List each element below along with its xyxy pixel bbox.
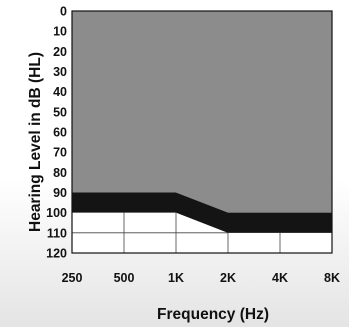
- y-axis-title: Hearing Level in dB (HL): [27, 52, 44, 232]
- x-axis-title: Frequency (Hz): [157, 306, 269, 323]
- y-axis-ticks: 0 10 20 30 40 50 60 70 80 90 100 110 120: [46, 5, 67, 261]
- y-tick-label: 110: [47, 226, 67, 240]
- plot-area: [71, 10, 333, 254]
- x-tick-label: 8K: [324, 271, 340, 285]
- hearing-loss-band: [72, 192, 332, 233]
- x-tick-label: 1K: [168, 271, 184, 285]
- y-tick-label: 90: [53, 186, 67, 200]
- x-tick-label: 250: [62, 271, 83, 285]
- y-tick-label: 50: [53, 105, 67, 119]
- y-tick-label: 80: [53, 166, 67, 180]
- y-tick-label: 120: [46, 247, 67, 261]
- y-tick-label: 100: [46, 206, 67, 220]
- y-tick-label: 20: [53, 45, 67, 59]
- x-tick-label: 2K: [220, 271, 236, 285]
- y-tick-label: 60: [53, 126, 67, 140]
- y-tick-label: 30: [53, 65, 67, 79]
- y-tick-label: 10: [53, 25, 67, 39]
- y-tick-label: 70: [53, 146, 67, 160]
- upper-region: [72, 11, 332, 213]
- x-axis-ticks: 250 500 1K 2K 4K 8K: [62, 271, 340, 285]
- y-tick-label: 40: [53, 85, 67, 99]
- y-tick-label: 0: [60, 5, 67, 19]
- plot-border: [71, 10, 333, 254]
- x-tick-label: 500: [114, 271, 135, 285]
- x-tick-label: 4K: [272, 271, 288, 285]
